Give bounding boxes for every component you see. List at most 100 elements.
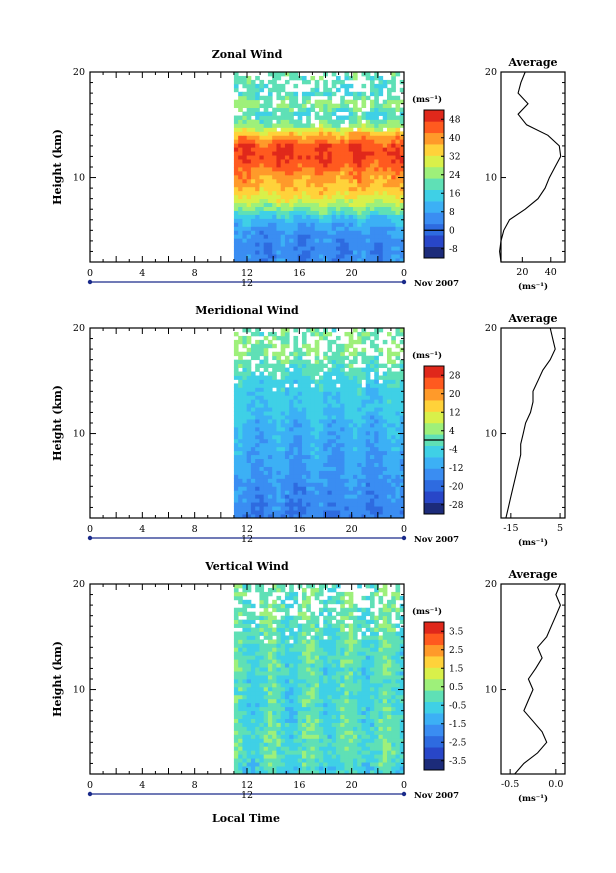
heatmap-cell: [318, 667, 324, 672]
heatmap-cell: [314, 734, 320, 739]
heatmap-cell: [242, 242, 248, 247]
heatmap-cell: [344, 87, 350, 93]
heatmap-cell: [348, 506, 354, 511]
heatmap-cell: [344, 426, 350, 432]
heatmap-cell: [386, 442, 392, 448]
heatmap-cell: [255, 107, 260, 112]
heatmap-cell: [255, 450, 260, 456]
heatmap-cell: [289, 659, 294, 664]
heatmap-cell: [357, 234, 362, 239]
heatmap-cell: [272, 83, 277, 89]
heatmap-cell: [391, 754, 396, 759]
heatmap-cell: [255, 347, 260, 353]
heatmap-cell: [314, 490, 320, 495]
heatmap-cell: [310, 478, 316, 483]
heatmap-cell: [382, 682, 388, 688]
heatmap-cell: [259, 123, 265, 128]
heatmap-cell: [310, 454, 316, 460]
heatmap-cell: [327, 190, 333, 196]
heatmap-cell: [386, 474, 392, 479]
heatmap-cell: [352, 686, 358, 692]
heatmap-cell: [276, 83, 282, 89]
heatmap-cell: [399, 742, 405, 747]
heatmap-cell: [255, 438, 260, 444]
heatmap-cell: [344, 143, 350, 148]
heatmap-cell: [263, 111, 269, 116]
heatmap-cell: [246, 242, 252, 247]
heatmap-cell: [310, 675, 316, 680]
heatmap-cell: [255, 379, 260, 384]
heatmap-cell: [357, 766, 362, 771]
heatmap-cell: [369, 198, 375, 204]
heatmap-cell: [276, 246, 282, 251]
heatmap-cell: [263, 119, 269, 124]
heatmap-cell: [284, 655, 290, 660]
heatmap-cell: [306, 423, 311, 428]
heatmap-cell: [238, 170, 243, 176]
heatmap-cell: [391, 242, 396, 247]
heatmap-cell: [369, 127, 375, 132]
heatmap-cell: [267, 746, 273, 751]
heatmap-cell: [395, 426, 401, 432]
heatmap-cell: [399, 419, 405, 424]
heatmap-cell: [263, 210, 269, 215]
heatmap-cell: [293, 119, 299, 124]
heatmap-cell: [374, 103, 379, 109]
heatmap-cell: [348, 198, 354, 204]
heatmap-cell: [306, 343, 311, 349]
heatmap-cell: [378, 135, 384, 140]
heatmap-cell: [276, 186, 282, 192]
heatmap-cell: [318, 258, 324, 263]
heatmap-cell: [369, 478, 375, 483]
heatmap-cell: [272, 226, 277, 231]
heatmap-cell: [246, 458, 252, 463]
heatmap-cell: [276, 351, 282, 357]
heatmap-cell: [259, 238, 265, 243]
heatmap-cell: [289, 734, 294, 739]
heatmap-cell: [395, 222, 401, 227]
heatmap-cell: [280, 686, 286, 692]
heatmap-cell: [242, 222, 248, 227]
heatmap-cell: [327, 734, 333, 739]
heatmap-cell: [280, 710, 286, 716]
heatmap-cell: [386, 359, 392, 365]
heatmap-cell: [284, 482, 290, 487]
heatmap-cell: [327, 111, 333, 116]
heatmap-cell: [391, 119, 396, 124]
heatmap-cell: [310, 466, 316, 471]
heatmap-cell: [318, 151, 324, 156]
heatmap-cell: [293, 415, 299, 420]
heatmap-cell: [238, 163, 243, 168]
heatmap-cell: [382, 667, 388, 672]
heatmap-cell: [284, 226, 290, 231]
heatmap-cell: [246, 347, 252, 353]
heatmap-cell: [386, 726, 392, 731]
heatmap-cell: [276, 115, 282, 120]
heatmap-cell: [361, 754, 367, 759]
heatmap-cell: [293, 170, 299, 176]
heatmap-cell: [361, 331, 367, 337]
heatmap-cell: [323, 746, 328, 751]
heatmap-cell: [382, 103, 388, 109]
heatmap-cell: [382, 174, 388, 180]
heatmap-cell: [233, 159, 239, 164]
heatmap-cell: [352, 147, 358, 152]
heatmap-cell: [233, 331, 239, 337]
heatmap-cell: [344, 238, 350, 243]
heatmap-cell: [365, 178, 371, 184]
heatmap-cell: [314, 458, 320, 463]
heatmap-cell: [369, 170, 375, 176]
heatmap-cell: [272, 663, 277, 668]
heatmap-cell: [246, 490, 252, 495]
heatmap-cell: [238, 407, 243, 412]
heatmap-cell: [301, 391, 307, 396]
heatmap-cell: [323, 147, 328, 152]
heatmap-cell: [259, 758, 265, 763]
heatmap-cell: [323, 331, 328, 337]
heatmap-cell: [263, 770, 269, 775]
heatmap-cell: [310, 127, 316, 132]
heatmap-cell: [310, 159, 316, 164]
heatmap-cell: [318, 722, 324, 727]
heatmap-cell: [255, 383, 260, 388]
heatmap-cell: [361, 202, 367, 207]
